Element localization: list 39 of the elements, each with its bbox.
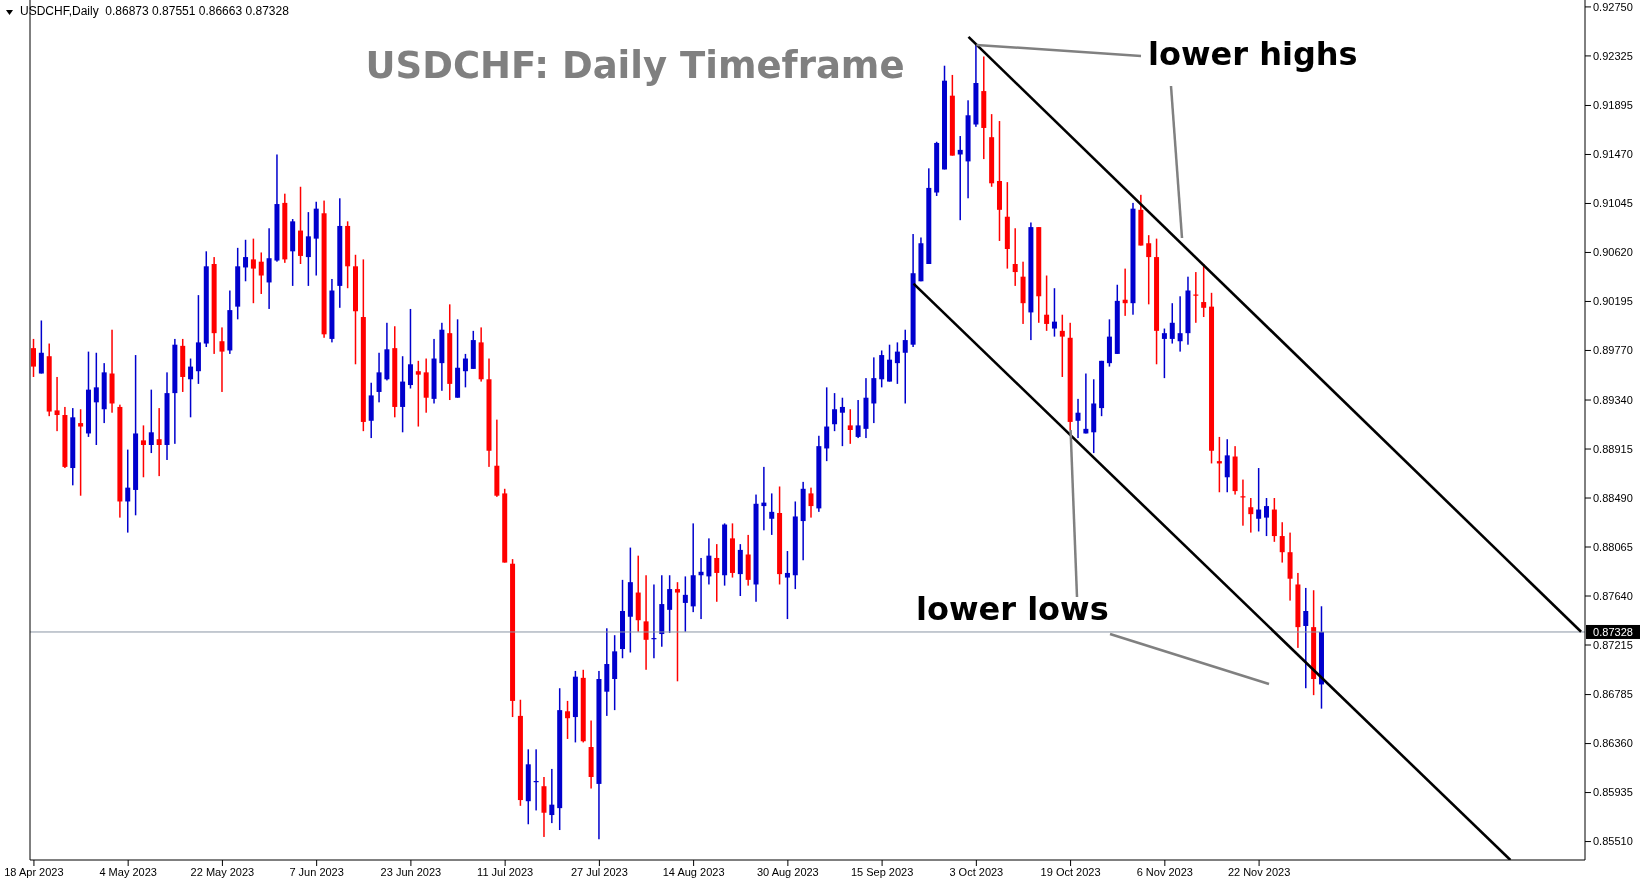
x-tick-label: 15 Sep 2023	[850, 865, 914, 878]
y-tick-label: 0.92750	[1593, 0, 1633, 13]
x-tick-label: 3 Oct 2023	[949, 865, 1004, 878]
text: USDCHF: Daily Timeframe	[364, 44, 906, 87]
x-tick-label: 19 Oct 2023	[1040, 865, 1101, 878]
y-tick-label: 0.88490	[1593, 491, 1633, 504]
y-tick-label: 0.91045	[1593, 197, 1633, 210]
y-tick-label: 0.87215	[1593, 638, 1633, 651]
x-tick-label: 7 Jun 2023	[289, 865, 344, 878]
y-tick-label: 0.86360	[1593, 737, 1633, 750]
y-tick-label: 0.85510	[1593, 835, 1633, 848]
y-tick-label: 0.91470	[1593, 148, 1633, 161]
y-tick-label: 0.92325	[1593, 49, 1633, 62]
y-tick-label: 0.89770	[1593, 344, 1633, 357]
annotation: USDCHF,Daily 0.86873 0.87551 0.86663 0.87328	[20, 4, 289, 18]
x-tick-label: 4 May 2023	[99, 865, 157, 878]
x-tick-label: 6 Nov 2023	[1136, 865, 1193, 878]
annotation: lower lows	[916, 590, 1109, 628]
x-tick-label: 23 Jun 2023	[380, 865, 442, 878]
y-tick-label: 0.88915	[1593, 442, 1633, 455]
y-tick-label: 0.90195	[1593, 295, 1633, 308]
y-tick-label: 0.85935	[1593, 786, 1633, 799]
y-tick-label: 0.87640	[1593, 589, 1633, 602]
candlestick	[855, 400, 861, 439]
x-tick-label: 11 Jul 2023	[477, 865, 534, 878]
y-tick-label: 0.88065	[1593, 540, 1633, 553]
y-tick-label: 0.90620	[1593, 246, 1633, 259]
x-tick-label: 30 Aug 2023	[756, 865, 819, 878]
x-tick-label: 22 Nov 2023	[1227, 865, 1291, 878]
y-tick-label: 0.91895	[1593, 99, 1633, 112]
x-tick-label: 14 Aug 2023	[662, 865, 725, 878]
x-tick-label: 22 May 2023	[190, 865, 255, 878]
x-tick-label: 27 Jul 2023	[570, 865, 628, 878]
ref-line-label: 0.87328	[1593, 625, 1633, 638]
y-tick-label: 0.89340	[1593, 393, 1633, 406]
annotation: lower highs	[1148, 35, 1358, 73]
x-tick-label: 18 Apr 2023	[4, 865, 64, 878]
y-tick-label: 0.86785	[1593, 688, 1633, 701]
candlestick	[1075, 398, 1081, 439]
